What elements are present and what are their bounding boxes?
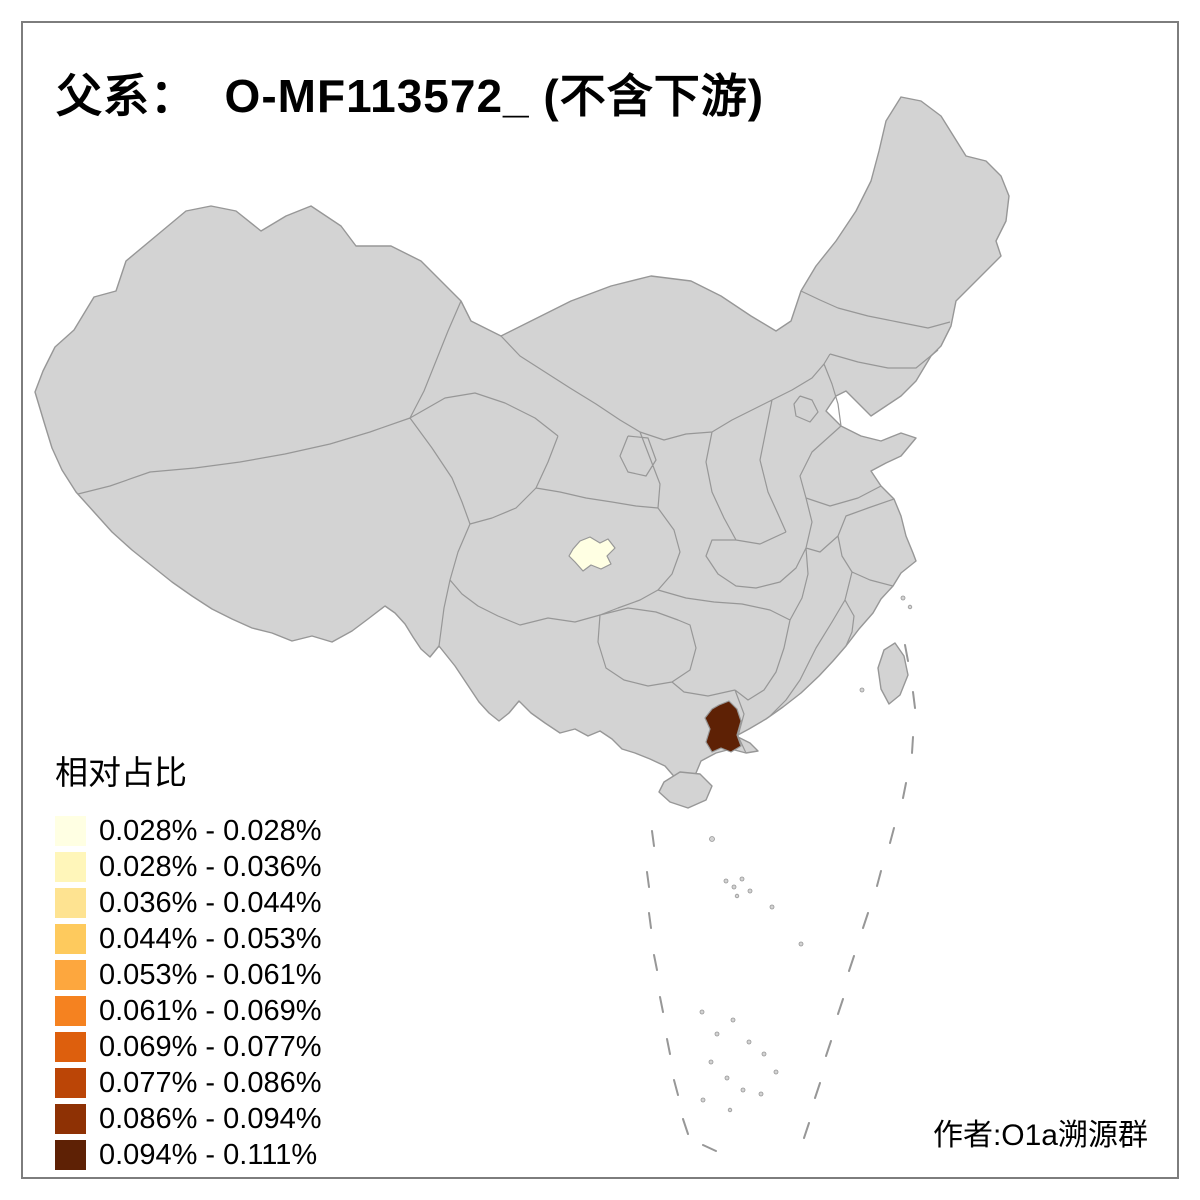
- figure-frame: [21, 21, 1179, 1179]
- legend-label: 0.069% - 0.077%: [99, 1030, 322, 1063]
- legend-item: 0.044% - 0.053%: [55, 922, 322, 955]
- nine-dash-line: [646, 644, 916, 1152]
- legend-label: 0.061% - 0.069%: [99, 994, 322, 1027]
- legend-label: 0.036% - 0.044%: [99, 886, 322, 919]
- legend-item: 0.036% - 0.044%: [55, 886, 322, 919]
- legend-swatch: [55, 852, 86, 882]
- sea-islands: [699, 595, 913, 1113]
- legend-item: 0.086% - 0.094%: [55, 1102, 322, 1135]
- legend-swatch: [55, 924, 86, 954]
- legend-item: 0.028% - 0.036%: [55, 850, 322, 883]
- legend-item: 0.077% - 0.086%: [55, 1066, 322, 1099]
- legend-title: 相对占比: [55, 754, 187, 791]
- taiwan-island: [877, 642, 909, 705]
- legend-swatch: [55, 888, 86, 918]
- mainland-outline: [34, 96, 1010, 797]
- legend-swatch: [55, 1068, 86, 1098]
- legend-label: 0.053% - 0.061%: [99, 958, 322, 991]
- legend-item: 0.069% - 0.077%: [55, 1030, 322, 1063]
- china-land-group: [34, 96, 1010, 809]
- legend-swatch: [55, 1104, 86, 1134]
- legend-label: 0.086% - 0.094%: [99, 1102, 322, 1135]
- author-credit: 作者:O1a溯源群: [932, 1119, 1148, 1152]
- legend-label: 0.077% - 0.086%: [99, 1066, 322, 1099]
- legend-item: 0.094% - 0.111%: [55, 1138, 321, 1171]
- hainan-island: [658, 771, 713, 809]
- legend-item: 0.028% - 0.028%: [55, 814, 322, 847]
- legend: 相对占比 0.028% - 0.028% 0.028% - 0.036% 0.0…: [55, 746, 321, 1176]
- legend-label: 0.028% - 0.028%: [99, 814, 322, 847]
- legend-swatch: [55, 1140, 86, 1170]
- legend-label: 0.028% - 0.036%: [99, 850, 322, 883]
- legend-swatch: [55, 1032, 86, 1062]
- province-borders: [77, 290, 951, 754]
- highlight-region-light: [568, 536, 616, 572]
- legend-swatch: [55, 996, 86, 1026]
- legend-item: 0.053% - 0.061%: [55, 958, 322, 991]
- legend-swatch: [55, 960, 86, 990]
- highlight-region-dark: [704, 700, 742, 753]
- legend-label: 0.094% - 0.111%: [99, 1138, 318, 1171]
- legend-item: 0.061% - 0.069%: [55, 994, 322, 1027]
- highlighted-regions: [568, 536, 742, 753]
- map-title: 父系： O-MF113572_ (不含下游): [56, 70, 765, 122]
- legend-label: 0.044% - 0.053%: [99, 922, 322, 955]
- legend-swatch: [55, 816, 86, 846]
